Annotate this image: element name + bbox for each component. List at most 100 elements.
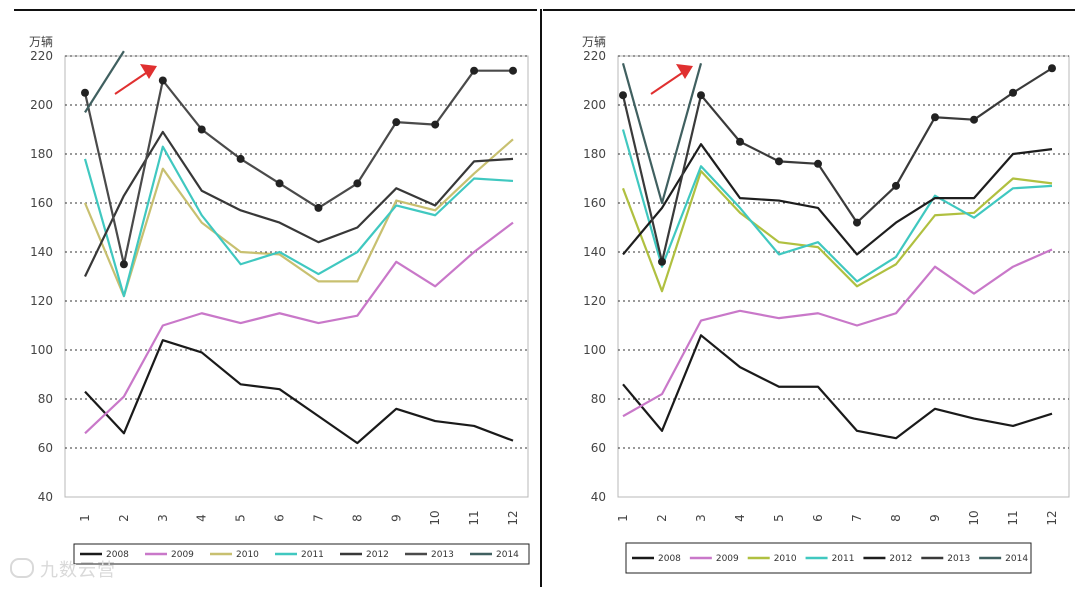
x-tick-label: 6 — [273, 514, 287, 522]
annotation-arrow-shaft — [114, 70, 150, 95]
series-point-2013 — [392, 118, 401, 127]
series-line-2013 — [83, 69, 513, 266]
series-point-2013 — [119, 260, 128, 269]
legend-label-2011: 2011 — [301, 550, 324, 560]
series-line-2010 — [83, 138, 514, 298]
series-line-2008 — [84, 339, 514, 445]
series-point-2013 — [1048, 64, 1056, 73]
series-point-2013 — [314, 203, 323, 212]
legend-label-2012: 2012 — [366, 550, 389, 560]
legend-label-2010: 2010 — [774, 554, 797, 564]
series-point-2013 — [892, 181, 900, 190]
plot-area — [64, 55, 529, 498]
series-point-2013 — [697, 91, 705, 100]
x-tick-label: 3 — [694, 514, 708, 522]
y-tick-label: 40 — [38, 490, 53, 504]
x-tick-label: 8 — [350, 514, 364, 522]
series-point-2013 — [853, 218, 861, 227]
x-tick-label: 7 — [850, 514, 864, 522]
y-tick-label: 60 — [38, 441, 53, 455]
series-point-2013 — [775, 157, 783, 166]
x-tick-label: 11 — [1006, 510, 1020, 525]
series-point-2013 — [81, 88, 89, 97]
x-tick-label: 10 — [428, 510, 442, 525]
x-tick-label: 9 — [928, 514, 942, 522]
watermark: 九数云营 — [10, 556, 116, 582]
top-rule-right — [543, 9, 1075, 11]
y-tick-label: 140 — [30, 245, 53, 259]
x-tick-label: 2 — [655, 514, 669, 522]
series-line-2009 — [84, 221, 514, 435]
panel-divider — [540, 9, 542, 587]
series-point-2013 — [814, 159, 822, 168]
x-tick-label: 12 — [1045, 510, 1059, 525]
y-axis-label: 万辆 — [29, 35, 53, 49]
series-point-2013 — [1009, 88, 1017, 97]
y-tick-label: 220 — [30, 49, 53, 63]
legend-box — [73, 543, 530, 565]
series-line-2011 — [621, 129, 1053, 283]
legend-label-2009: 2009 — [716, 554, 739, 564]
y-tick-label: 80 — [38, 392, 53, 406]
y-tick-label: 160 — [583, 196, 606, 210]
y-tick-label: 200 — [583, 98, 606, 112]
legend-label-2011: 2011 — [832, 554, 855, 564]
x-tick-label: 1 — [616, 514, 630, 522]
series-point-2013 — [736, 137, 744, 146]
y-tick-label: 40 — [591, 490, 606, 504]
series-line-2009 — [622, 248, 1053, 418]
series-line-2012 — [622, 143, 1053, 256]
series-point-2013 — [197, 125, 206, 134]
series-point-2013 — [931, 113, 939, 122]
y-tick-label: 220 — [583, 49, 606, 63]
x-tick-label: 2 — [117, 514, 131, 522]
y-tick-label: 100 — [583, 343, 606, 357]
series-point-2013 — [353, 179, 362, 188]
x-tick-label: 4 — [733, 514, 747, 522]
legend-label-2013: 2013 — [431, 550, 454, 560]
annotation-arrow-head — [140, 64, 157, 79]
y-tick-label: 120 — [583, 294, 606, 308]
chart-left: 40 60 80 100 120 140 160 180 200 220 万辆 1 2 3 4 5 6 7 8 9 10… — [0, 0, 540, 587]
series-point-2013 — [509, 66, 517, 75]
series-line-2014 — [621, 63, 703, 205]
series-point-2013 — [431, 120, 440, 129]
series-point-2013 — [619, 91, 627, 100]
legend-label-2009: 2009 — [171, 550, 194, 560]
x-tick-label: 8 — [889, 514, 903, 522]
y-axis-label: 万辆 — [582, 35, 606, 49]
legend-label-2014: 2014 — [496, 550, 519, 560]
watermark-text: 九数云营 — [40, 560, 116, 581]
series-point-2013 — [158, 76, 167, 85]
legend-label-2014: 2014 — [1005, 554, 1028, 564]
x-tick-label: 12 — [506, 510, 520, 525]
series-line-2008 — [622, 334, 1053, 440]
series-line-2012 — [84, 130, 514, 277]
legend-label-2012: 2012 — [889, 554, 912, 564]
y-tick-label: 200 — [30, 98, 53, 112]
x-tick-label: 5 — [772, 514, 786, 522]
x-tick-label: 11 — [467, 510, 481, 525]
y-tick-label: 160 — [30, 196, 53, 210]
x-tick-label: 9 — [389, 514, 403, 522]
series-point-2013 — [275, 179, 284, 188]
series-point-2013 — [658, 257, 666, 266]
y-tick-label: 60 — [591, 441, 606, 455]
x-tick-label: 7 — [311, 514, 325, 522]
legend-label-2008: 2008 — [658, 554, 681, 564]
x-tick-label: 4 — [195, 514, 209, 522]
series-point-2013 — [970, 115, 978, 124]
series-line-2013 — [621, 67, 1053, 263]
series-line-2011 — [83, 145, 514, 298]
y-tick-label: 180 — [30, 147, 53, 161]
legend-label-2013: 2013 — [947, 554, 970, 564]
watermark-logo-icon — [10, 558, 34, 578]
series-point-2013 — [470, 66, 479, 75]
x-tick-label: 6 — [811, 514, 825, 522]
x-tick-label: 3 — [156, 514, 170, 522]
y-tick-label: 80 — [591, 392, 606, 406]
x-tick-label: 5 — [234, 514, 248, 522]
x-tick-label: 10 — [967, 510, 981, 525]
y-tick-label: 100 — [30, 343, 53, 357]
